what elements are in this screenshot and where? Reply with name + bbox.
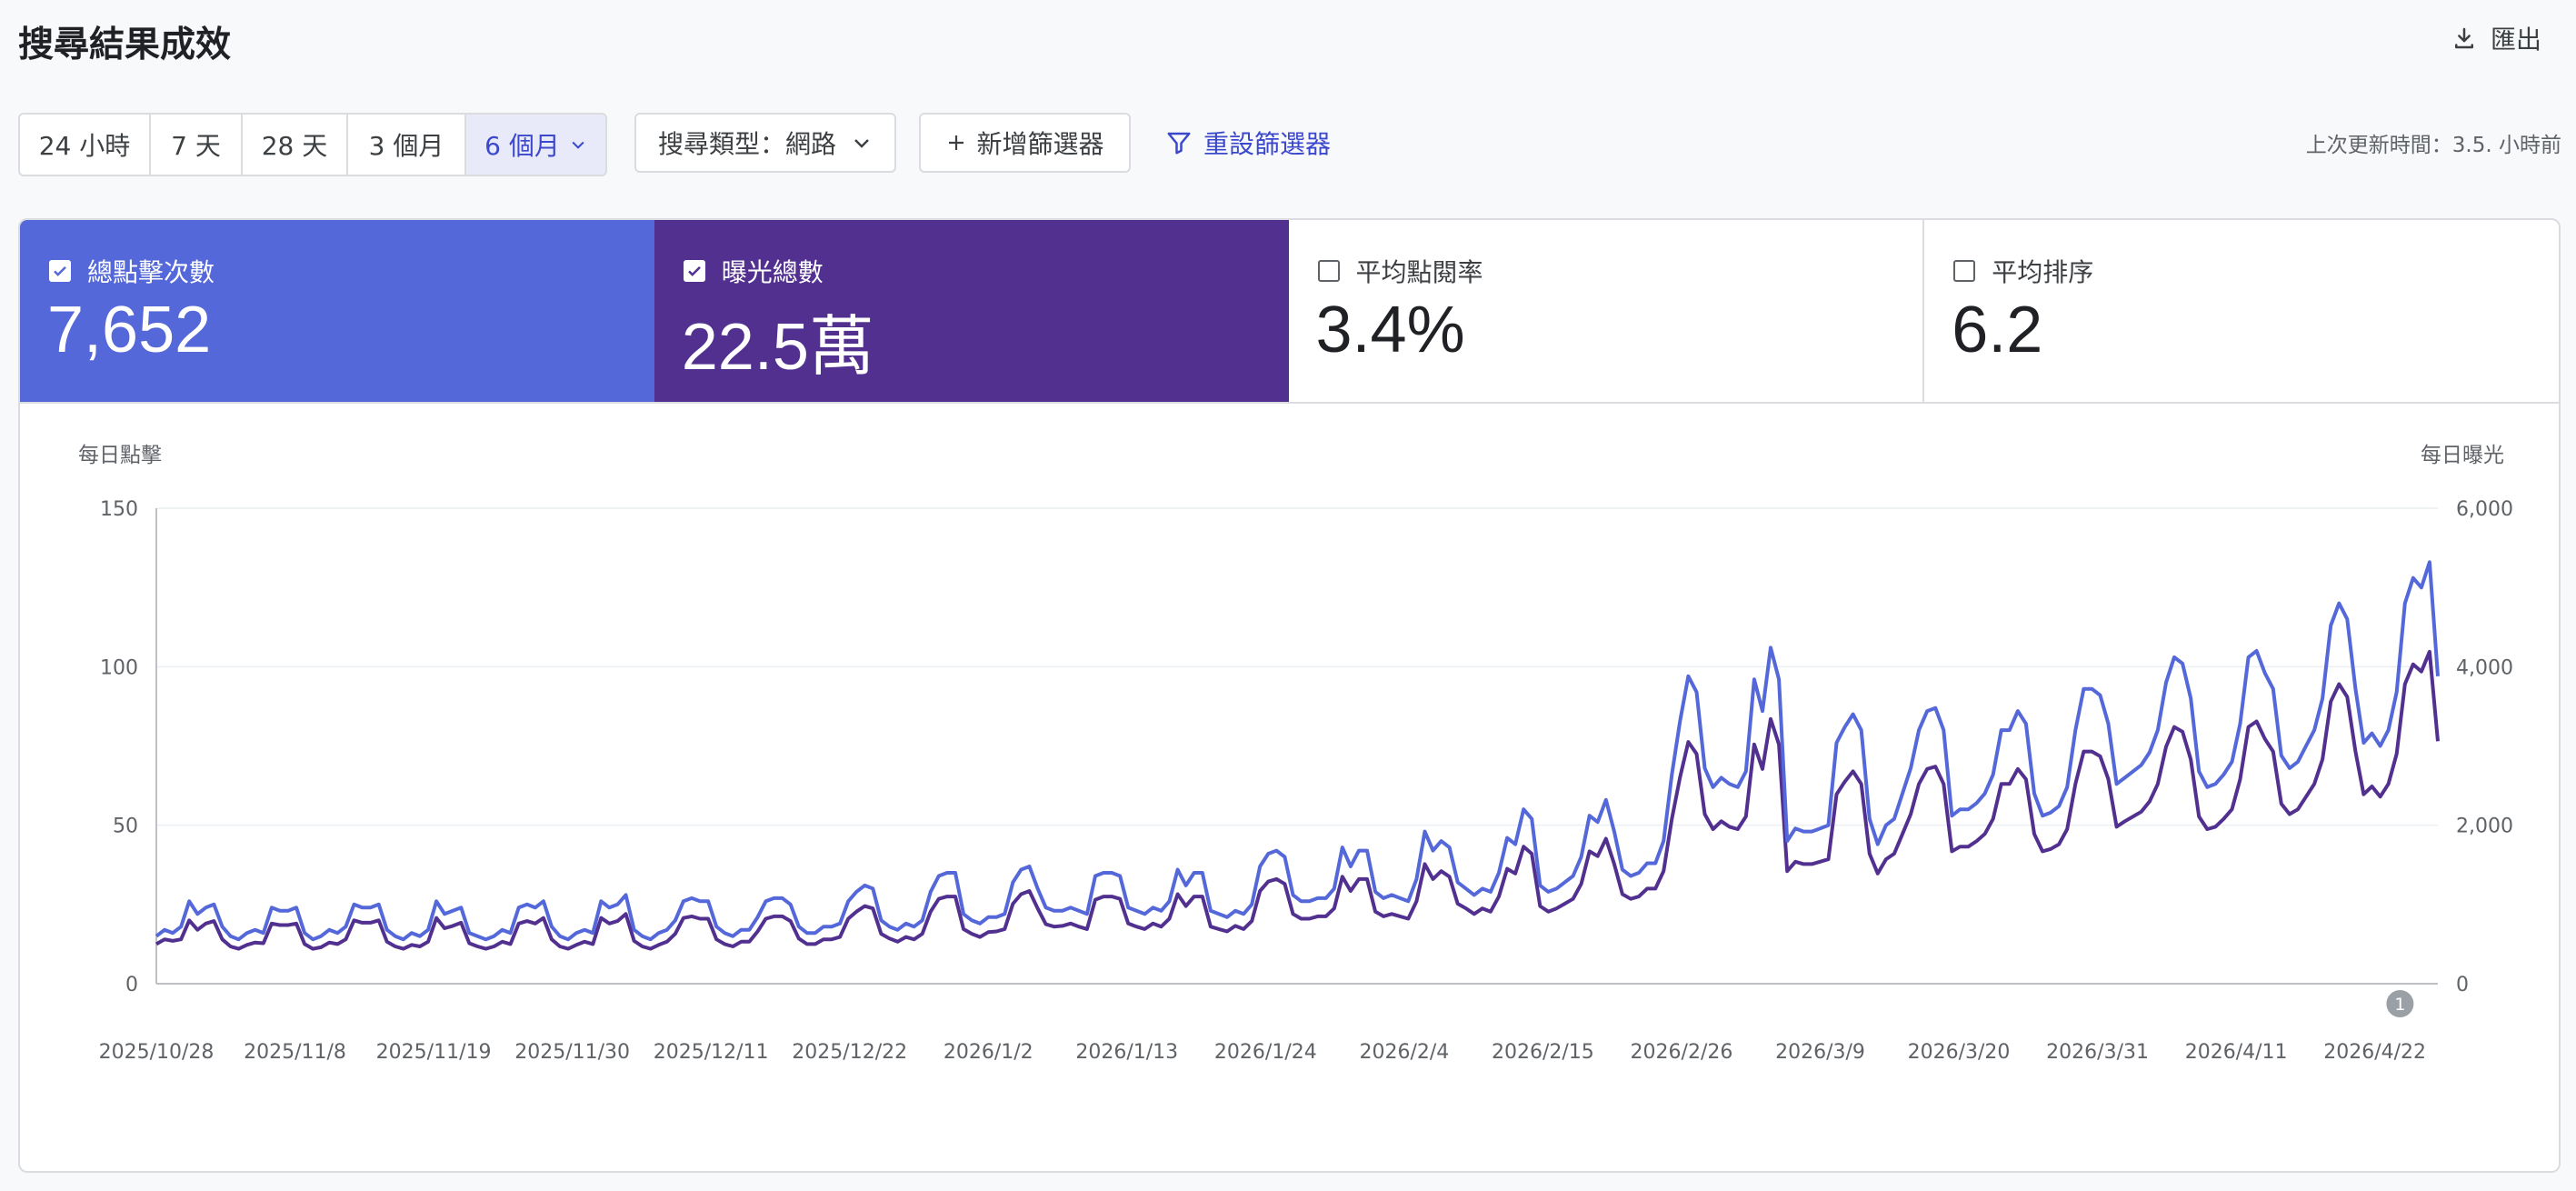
metric-value: 7,652 (47, 294, 212, 366)
plus-icon (949, 135, 964, 150)
metric-label: 曝光總數 (721, 257, 824, 287)
metric-value: 22.5萬 (681, 311, 874, 384)
metric-total-impressions[interactable]: 曝光總數 22.5萬 (654, 220, 1289, 402)
series-line (155, 560, 2440, 942)
search-type-dropdown[interactable]: 搜尋類型：網路 (634, 113, 896, 173)
checkbox-unchecked-icon[interactable] (1317, 260, 1340, 282)
x-tick-label: 2025/11/19 (376, 1041, 492, 1064)
y-left-tick-label: 100 (100, 656, 138, 679)
annotation-label: 1 (2394, 995, 2405, 1015)
metric-average-position[interactable]: 平均排序 6.2 (1924, 220, 2559, 402)
date-range-selector: 24 小時 7 天 28 天 3 個月 6 個月 (18, 113, 607, 176)
range-3m-button[interactable]: 3 個月 (348, 115, 466, 175)
chevron-down-icon (572, 141, 584, 149)
range-6m-label: 6 個月 (484, 131, 560, 161)
x-tick-label: 2026/1/2 (944, 1041, 1033, 1064)
metric-tabs: 總點擊次數 7,652 曝光總數 22.5萬 平均點閱率 3.4% 平均排序 (20, 220, 2559, 404)
x-tick-label: 2026/4/11 (2185, 1041, 2288, 1064)
right-axis-title: 每日曝光 (2421, 444, 2504, 467)
reset-filter-button[interactable]: 重設篩選器 (1165, 113, 1331, 173)
export-label: 匯出 (2490, 25, 2541, 55)
range-24h-button[interactable]: 24 小時 (20, 115, 151, 175)
export-button[interactable]: 匯出 (2451, 20, 2541, 56)
metric-average-ctr[interactable]: 平均點閱率 3.4% (1289, 220, 1925, 402)
metric-label: 平均排序 (1992, 257, 2094, 287)
y-left-tick-label: 0 (125, 974, 138, 996)
x-tick-label: 2026/3/9 (1775, 1041, 1865, 1064)
y-left-tick-label: 50 (113, 816, 138, 838)
last-updated-text: 上次更新時間：3.5. 小時前 (2305, 134, 2561, 157)
checkbox-unchecked-icon[interactable] (1953, 260, 1976, 282)
x-tick-label: 2025/12/22 (792, 1041, 907, 1064)
x-tick-label: 2026/2/26 (1631, 1041, 1733, 1064)
y-right-tick-label: 6,000 (2456, 498, 2513, 521)
range-6m-button[interactable]: 6 個月 (466, 115, 605, 175)
left-axis-title: 每日點擊 (78, 444, 162, 467)
y-right-tick-label: 2,000 (2456, 816, 2513, 838)
performance-card: 總點擊次數 7,652 曝光總數 22.5萬 平均點閱率 3.4% 平均排序 (18, 218, 2561, 1173)
performance-chart: 0 0 50 2,000 100 4,000 150 6,000 每日點擊 每日曝光 2025/10… (20, 402, 2559, 1171)
x-tick-label: 2026/4/22 (2323, 1041, 2426, 1064)
x-tick-label: 2025/11/30 (514, 1041, 630, 1064)
y-left-tick-label: 150 (100, 498, 138, 521)
x-tick-label: 2025/10/28 (99, 1041, 215, 1064)
search-type-label: 搜尋類型：網路 (657, 129, 836, 159)
add-filter-label: 新增篩選器 (976, 129, 1104, 159)
chevron-down-icon (854, 139, 869, 148)
download-icon (2454, 27, 2473, 49)
metric-value: 6.2 (1952, 294, 2043, 366)
y-right-tick-label: 0 (2456, 974, 2469, 996)
checkbox-checked-icon[interactable] (683, 260, 705, 282)
x-tick-label: 2026/1/24 (1214, 1041, 1317, 1064)
x-tick-label: 2026/1/13 (1075, 1041, 1178, 1064)
metric-label: 平均點閱率 (1355, 257, 1483, 287)
checkbox-checked-icon[interactable] (49, 260, 71, 282)
y-right-tick-label: 4,000 (2456, 656, 2513, 679)
metric-total-clicks[interactable]: 總點擊次數 7,652 (20, 220, 654, 402)
x-tick-label: 2026/2/15 (1492, 1041, 1594, 1064)
page-title: 搜尋結果成效 (18, 25, 232, 65)
filter-toolbar: 24 小時 7 天 28 天 3 個月 6 個月 搜尋類型：網路 新增篩選器 重… (18, 113, 2561, 176)
line-chart-svg: 0 0 50 2,000 100 4,000 150 6,000 每日點擊 每日曝光 2025/10… (78, 444, 2513, 1064)
series-line (155, 649, 2440, 951)
x-tick-label: 2026/2/4 (1359, 1041, 1449, 1064)
filter-icon (1167, 132, 1191, 155)
metric-label: 總點擊次數 (87, 257, 215, 287)
x-tick-label: 2026/3/31 (2046, 1041, 2149, 1064)
x-tick-label: 2026/3/20 (1908, 1041, 2011, 1064)
metric-value: 3.4% (1315, 294, 1465, 366)
annotation-marker (2386, 990, 2414, 1017)
range-7d-button[interactable]: 7 天 (151, 115, 243, 175)
reset-filter-label: 重設篩選器 (1203, 129, 1332, 159)
x-tick-label: 2025/12/11 (654, 1041, 769, 1064)
add-filter-button[interactable]: 新增篩選器 (919, 113, 1131, 173)
range-28d-button[interactable]: 28 天 (243, 115, 348, 175)
x-tick-label: 2025/11/8 (244, 1041, 346, 1064)
